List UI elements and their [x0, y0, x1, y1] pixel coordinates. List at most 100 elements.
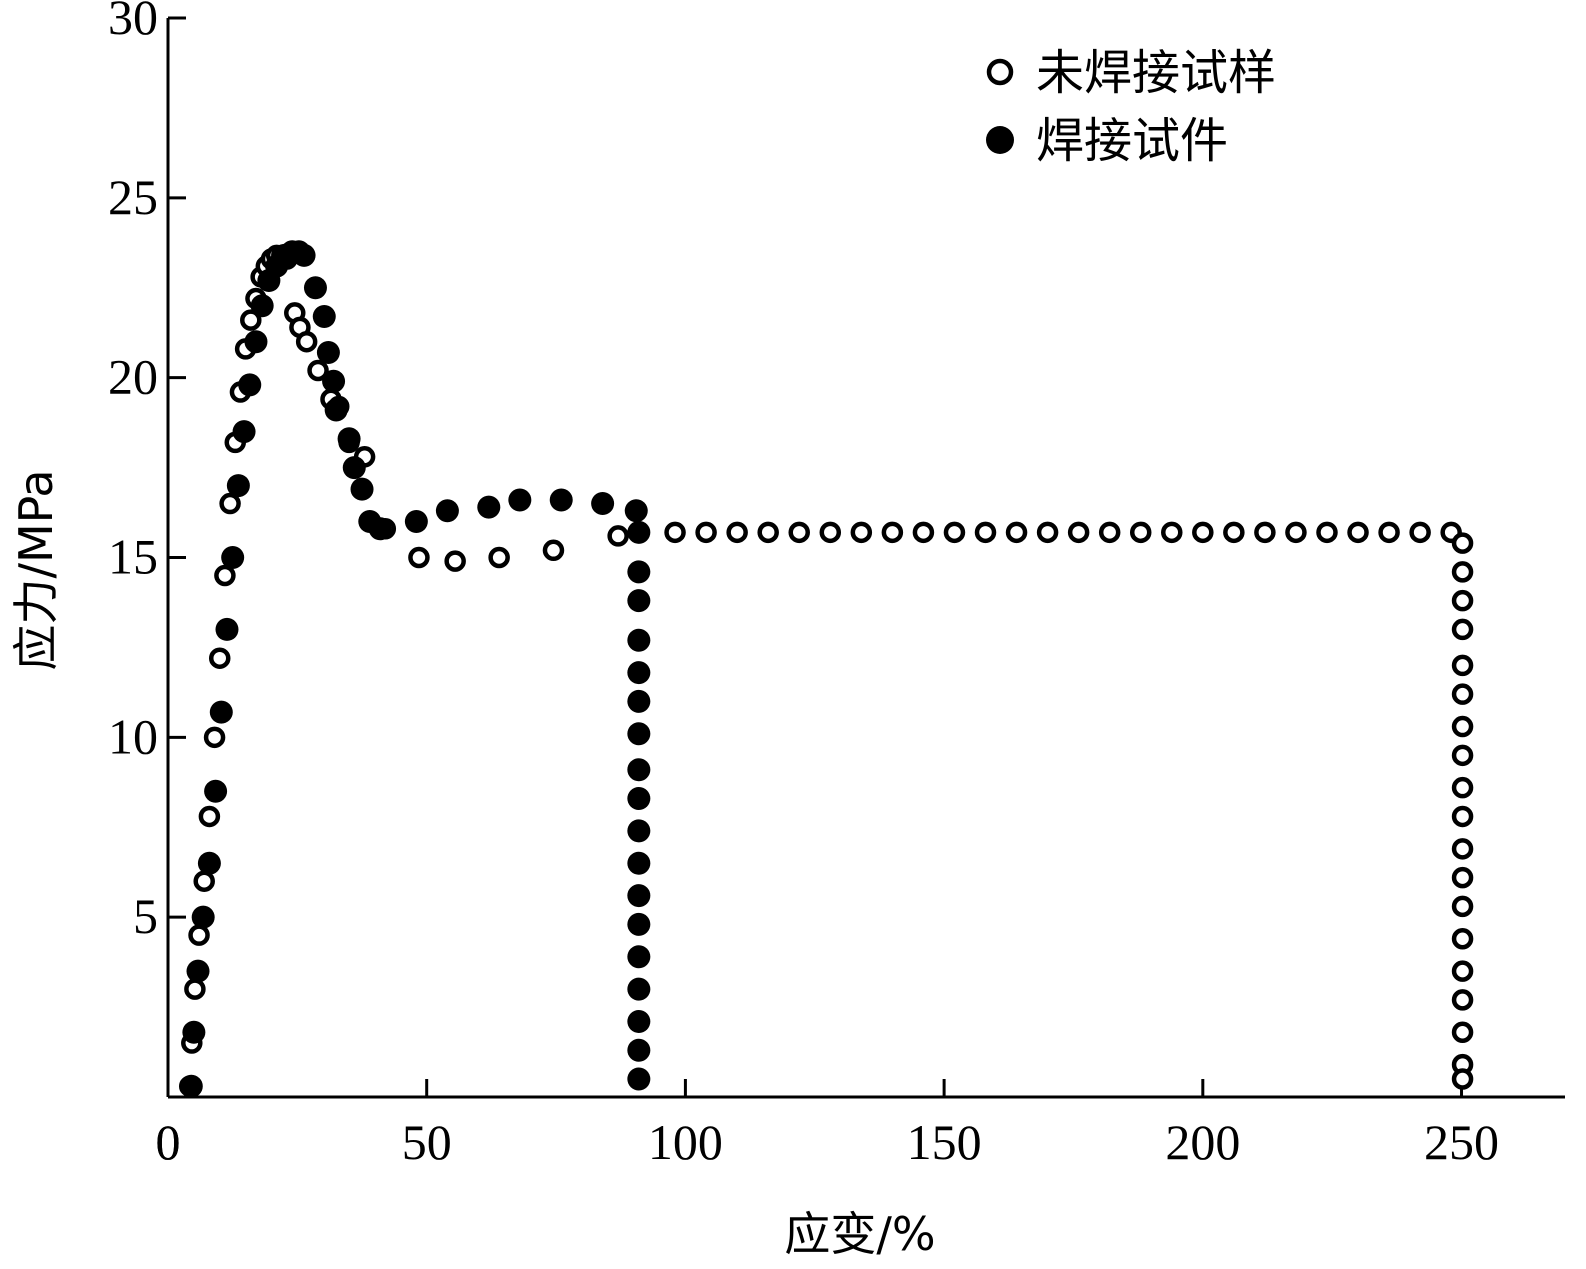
data-point-filled	[627, 520, 651, 544]
data-point-filled	[226, 474, 250, 498]
data-point-filled	[182, 1020, 206, 1044]
data-point-open	[1451, 960, 1474, 982]
data-point-filled	[238, 373, 262, 397]
data-point-filled	[627, 1067, 651, 1091]
data-point-filled	[342, 456, 366, 480]
data-point-filled	[215, 617, 239, 641]
data-point-open	[1098, 521, 1121, 544]
data-point-filled	[627, 884, 651, 908]
data-point-open	[1036, 521, 1059, 544]
y-tick-label: 10	[108, 708, 158, 764]
y-axis-title: 应力/MPa	[9, 469, 63, 670]
data-point-open	[1254, 521, 1276, 544]
data-point-open	[307, 359, 329, 382]
x-tick-label: 250	[1424, 1114, 1499, 1170]
data-point-filled	[204, 779, 228, 803]
data-point-filled	[350, 477, 374, 501]
legend-marker-open	[986, 58, 1014, 86]
data-point-filled	[627, 977, 651, 1001]
data-point-open	[1451, 989, 1474, 1011]
data-point-open	[184, 978, 206, 1000]
data-point-open	[788, 521, 810, 544]
x-tick-label: 50	[402, 1114, 452, 1170]
data-point-filled	[368, 517, 392, 541]
series-1	[178, 244, 1474, 1097]
data-point-open	[1285, 521, 1307, 544]
data-point-filled	[186, 959, 210, 983]
data-point-filled	[250, 294, 274, 318]
data-point-filled	[337, 427, 361, 451]
data-point-open	[1451, 1068, 1474, 1090]
data-point-filled	[549, 488, 573, 512]
y-tick-label: 20	[108, 349, 158, 405]
x-tick-label: 200	[1165, 1114, 1240, 1170]
data-point-filled	[627, 661, 651, 685]
data-point-open	[912, 521, 935, 544]
data-point-open	[1347, 521, 1369, 544]
legend-marker-filled	[986, 126, 1014, 154]
data-point-open	[1451, 744, 1474, 767]
data-point-open	[819, 521, 842, 544]
data-point-filled	[591, 492, 615, 516]
x-tick-label: 150	[907, 1114, 982, 1170]
data-point-open	[214, 564, 236, 587]
data-point-open	[208, 647, 231, 669]
data-point-open	[757, 521, 779, 544]
data-point-filled	[197, 851, 221, 875]
data-point-filled	[627, 912, 651, 936]
x-tick-label: 100	[648, 1114, 723, 1170]
data-point-filled	[627, 1009, 651, 1033]
data-point-filled	[232, 420, 256, 444]
data-point-filled	[627, 758, 651, 782]
data-point-open	[726, 521, 748, 544]
data-point-open	[1451, 618, 1474, 641]
data-point-open	[1451, 715, 1474, 738]
data-point-open	[607, 525, 629, 547]
data-point-open	[1451, 683, 1474, 705]
data-point-filled	[322, 369, 346, 393]
data-point-filled	[624, 499, 648, 523]
y-tick-label: 25	[108, 169, 158, 225]
data-point-open	[1005, 521, 1028, 544]
data-point-filled	[191, 905, 215, 929]
data-point-open	[1223, 521, 1245, 544]
data-point-open	[1451, 589, 1474, 612]
data-point-filled	[221, 546, 245, 569]
data-point-open	[193, 870, 215, 892]
x-axis-title: 应变/%	[784, 1207, 935, 1261]
legend-label: 焊接试件	[1036, 113, 1228, 169]
data-point-open	[1378, 521, 1400, 544]
data-marks	[178, 240, 1474, 1098]
data-point-open	[444, 550, 466, 572]
y-tick-label: 5	[133, 888, 158, 944]
data-point-filled	[244, 330, 268, 354]
data-point-filled	[627, 1038, 651, 1062]
data-point-open	[219, 492, 241, 515]
data-point-filled	[627, 786, 651, 810]
data-point-open	[1451, 654, 1474, 677]
data-point-open	[943, 521, 966, 544]
data-point-filled	[435, 499, 459, 523]
data-point-open	[408, 546, 430, 569]
data-point-filled	[324, 398, 348, 422]
data-point-open	[1451, 805, 1474, 828]
data-point-open	[542, 539, 565, 562]
data-point-open	[1451, 561, 1474, 583]
data-point-open	[1451, 838, 1474, 860]
data-point-open	[1316, 521, 1338, 544]
y-tick-label: 30	[108, 0, 158, 45]
data-point-open	[1451, 1021, 1474, 1044]
data-point-open	[1451, 895, 1474, 918]
data-point-filled	[292, 243, 316, 267]
data-point-open	[850, 521, 873, 544]
data-point-open	[198, 805, 221, 828]
data-point-filled	[627, 945, 651, 969]
data-point-open	[1409, 521, 1431, 544]
data-point-filled	[627, 851, 651, 875]
data-point-filled	[404, 510, 428, 534]
data-point-open	[203, 726, 226, 749]
data-point-open	[488, 546, 510, 569]
series-2	[179, 240, 651, 1098]
data-point-open	[974, 521, 997, 544]
